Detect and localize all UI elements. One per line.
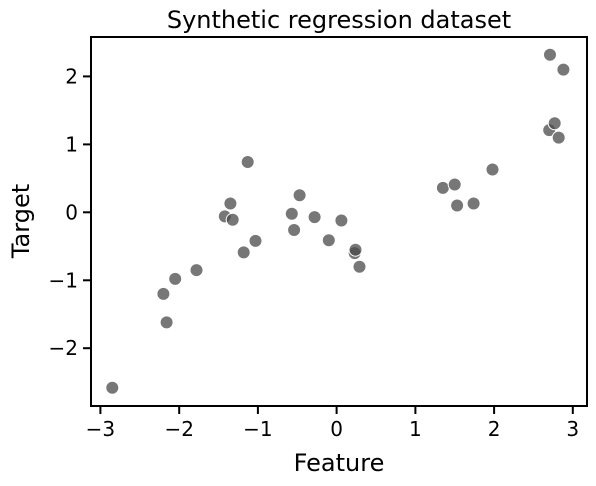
x-tick-label-5: 1 (409, 417, 422, 441)
y-tick-label-1: −2 (49, 336, 78, 360)
y-tick-label-5: 2 (65, 64, 78, 88)
data-point-1 (106, 381, 119, 394)
data-point-2 (157, 287, 170, 300)
data-point-11 (249, 234, 262, 247)
x-tick-label-2: −2 (164, 417, 193, 441)
ticks-layer: −3 −2 −1 0 1 2 3 −2 −1 0 1 2 (49, 64, 580, 441)
data-point-4 (169, 272, 182, 285)
y-tick-label-3: 0 (65, 200, 78, 224)
x-tick-label-6: 2 (488, 417, 501, 441)
data-point-21 (436, 181, 449, 194)
data-point-8 (226, 213, 239, 226)
data-point-23 (451, 199, 464, 212)
data-point-24 (467, 197, 480, 210)
data-point-12 (285, 207, 298, 220)
chart-title: Synthetic regression dataset (167, 6, 511, 34)
data-point-20 (353, 260, 366, 273)
x-tick-label-7: 3 (566, 417, 579, 441)
x-tick-label-1: −3 (86, 417, 115, 441)
data-point-7 (224, 197, 237, 210)
data-point-3 (160, 316, 173, 329)
data-point-17 (335, 214, 348, 227)
x-tick-label-4: 0 (330, 417, 343, 441)
data-point-19 (349, 243, 362, 256)
data-point-14 (293, 189, 306, 202)
data-point-29 (552, 131, 565, 144)
data-point-27 (544, 48, 557, 61)
data-point-9 (237, 246, 250, 259)
data-point-15 (308, 211, 321, 224)
data-point-5 (190, 264, 203, 277)
data-point-13 (288, 224, 301, 237)
y-tick-label-2: −1 (49, 268, 78, 292)
data-point-16 (322, 234, 335, 247)
data-point-25 (486, 163, 499, 176)
data-point-10 (241, 156, 254, 169)
x-tick-label-3: −1 (243, 417, 272, 441)
data-point-28 (548, 117, 561, 130)
x-axis-label: Feature (294, 449, 385, 477)
points-layer (106, 48, 570, 394)
data-point-22 (448, 178, 461, 191)
data-point-30 (557, 63, 570, 76)
y-axis-label: Target (7, 184, 35, 259)
y-tick-label-4: 1 (65, 132, 78, 156)
